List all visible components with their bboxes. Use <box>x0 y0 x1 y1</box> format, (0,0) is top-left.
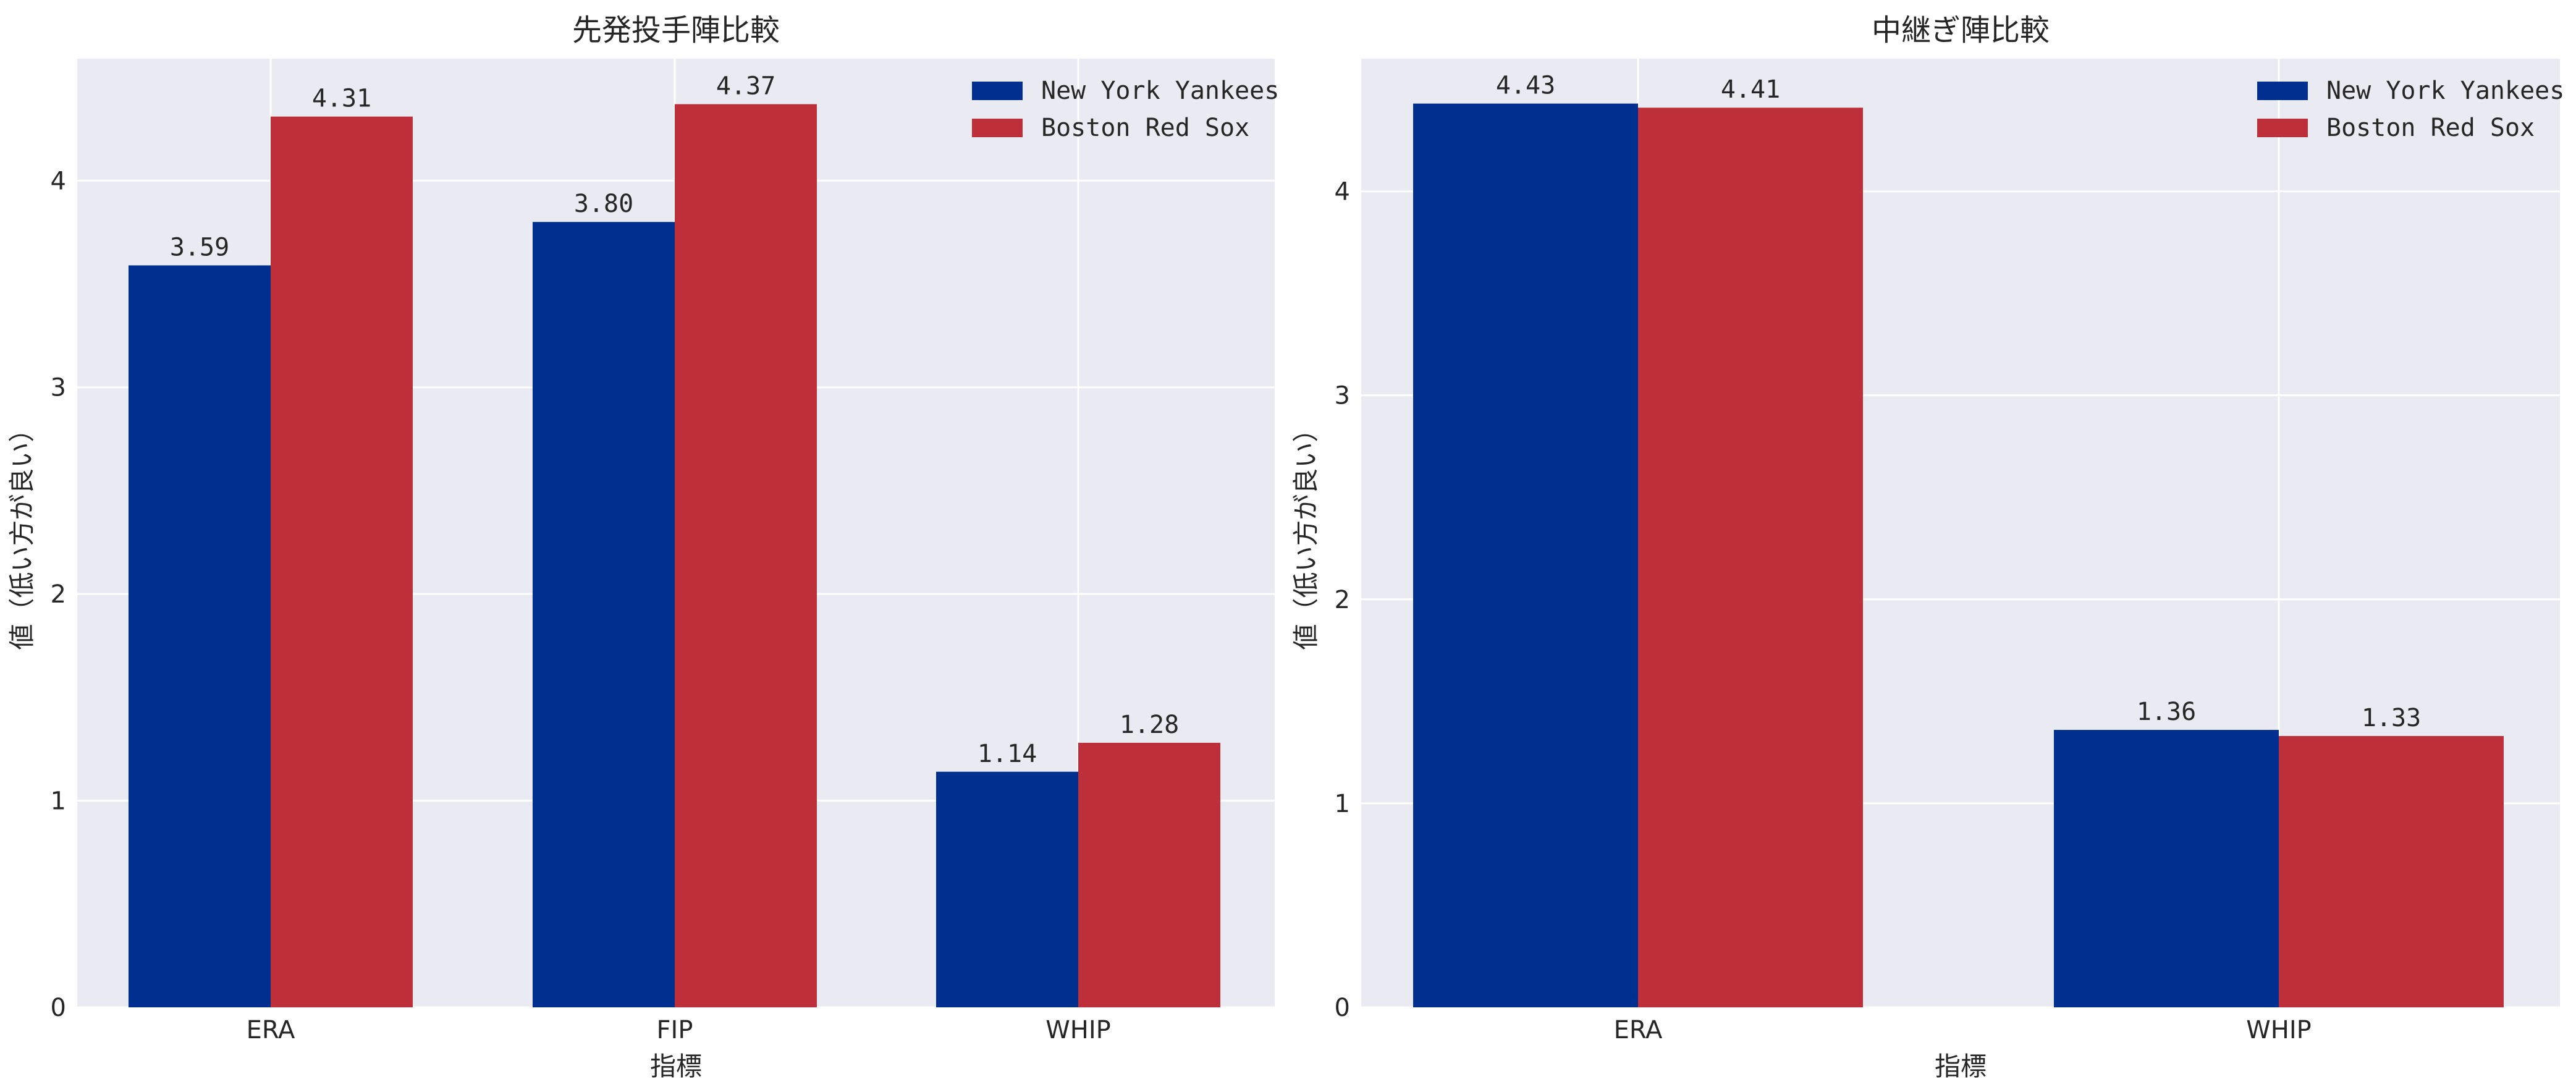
bar <box>533 222 675 1008</box>
bar <box>1638 108 1863 1007</box>
bar-value-label: 1.28 <box>1120 711 1179 739</box>
x-tick-label: WHIP <box>1045 1016 1111 1044</box>
legend-label: New York Yankees <box>2326 77 2564 105</box>
y-tick-label: 4 <box>1335 178 1350 206</box>
bar-value-label: 1.33 <box>2362 704 2421 732</box>
y-tick-label: 1 <box>1335 790 1350 818</box>
x-axis-label: 指標 <box>650 1051 702 1081</box>
legend-swatch <box>2257 82 2308 100</box>
y-tick-label: 3 <box>51 374 66 402</box>
chart-title: 先発投手陣比較 <box>572 13 780 48</box>
y-tick-label: 1 <box>51 787 66 816</box>
bar <box>129 265 271 1008</box>
bar-value-label: 1.36 <box>2137 698 2196 726</box>
starting-pitching-chart: 0 1 2 3 4 3.59 3.80 1.14 4.31 4.37 1.28 ERA FIP WHIP 先… <box>7 13 1279 1081</box>
legend-swatch <box>972 82 1023 100</box>
chart-title: 中継ぎ陣比較 <box>1872 13 2050 48</box>
bar-value-label: 1.14 <box>978 740 1037 768</box>
y-axis-label: 値（低い方が良い） <box>1291 416 1321 650</box>
bar-value-label: 3.80 <box>574 190 633 218</box>
legend-label: Boston Red Sox <box>2326 114 2535 142</box>
x-tick-label: WHIP <box>2246 1016 2312 1044</box>
bar-value-label: 4.41 <box>1721 75 1780 104</box>
y-axis-label: 値（低い方が良い） <box>7 416 37 650</box>
legend-swatch <box>2257 119 2308 137</box>
x-tick-label: FIP <box>657 1016 693 1044</box>
y-tick-label: 0 <box>51 994 66 1022</box>
y-tick-label: 2 <box>1335 586 1350 614</box>
bar-value-label: 3.59 <box>170 233 229 261</box>
x-tick-label: ERA <box>247 1016 295 1044</box>
legend-label: Boston Red Sox <box>1041 114 1249 142</box>
bar <box>2054 730 2279 1007</box>
bar <box>675 104 817 1007</box>
bar <box>936 771 1078 1007</box>
bar <box>2279 735 2504 1007</box>
bar-value-label: 4.43 <box>1496 72 1555 100</box>
y-tick-label: 4 <box>51 167 66 195</box>
x-axis-label: 指標 <box>1935 1051 1987 1081</box>
bar <box>1413 103 1638 1007</box>
bar <box>1078 742 1220 1007</box>
legend-swatch <box>972 119 1023 137</box>
bar <box>271 116 413 1008</box>
y-tick-label: 0 <box>1335 994 1350 1022</box>
bar-value-label: 4.37 <box>716 72 775 101</box>
y-tick-label: 3 <box>1335 382 1350 410</box>
x-tick-label: ERA <box>1614 1016 1663 1044</box>
legend-label: New York Yankees <box>1041 77 1279 105</box>
bar-value-label: 4.31 <box>312 85 371 113</box>
y-tick-label: 2 <box>51 580 66 609</box>
